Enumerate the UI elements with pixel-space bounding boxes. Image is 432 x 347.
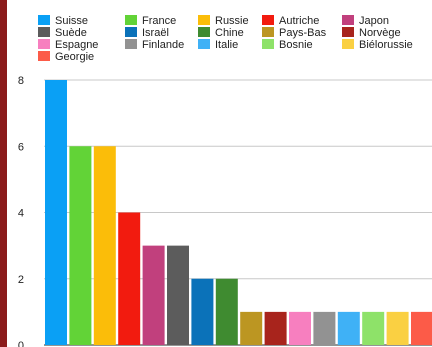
legend-label: Italie xyxy=(215,39,238,51)
legend-swatch xyxy=(38,51,50,61)
left-border-band xyxy=(0,0,7,347)
legend-swatch xyxy=(198,27,210,37)
legend-label: Israël xyxy=(142,27,169,39)
legend-swatch xyxy=(38,15,50,25)
legend-label: Finlande xyxy=(142,39,184,51)
legend-label: Georgie xyxy=(55,51,94,63)
bar-chine xyxy=(215,278,238,345)
y-tick-label: 6 xyxy=(18,141,24,153)
legend-swatch xyxy=(198,15,210,25)
legend-swatch xyxy=(262,27,274,37)
legend-label: Norvège xyxy=(359,27,401,39)
bar-norvège xyxy=(264,311,287,345)
bar-espagne xyxy=(289,311,311,345)
legend-label: Suisse xyxy=(55,15,88,27)
legend-swatch xyxy=(125,39,137,49)
bar-biélorussie xyxy=(386,311,409,345)
y-tick-label: 8 xyxy=(18,75,24,87)
bar-georgie xyxy=(411,311,432,345)
legend-label: Autriche xyxy=(279,15,319,27)
bar-finlande xyxy=(313,311,336,345)
legend-label: Espagne xyxy=(55,39,98,51)
legend-swatch xyxy=(38,27,50,37)
y-tick-label: 2 xyxy=(18,274,24,286)
y-axis-ticks: 0 2 4 6 8 xyxy=(18,75,24,347)
bar-autriche xyxy=(118,212,141,345)
legend-swatch xyxy=(342,39,354,49)
legend-label: France xyxy=(142,15,176,27)
legend-label: Bosnie xyxy=(279,39,313,51)
legend-swatch xyxy=(262,15,274,25)
bar-suisse xyxy=(45,80,67,345)
legend-label: Biélorussie xyxy=(359,39,413,51)
legend: Suisse France Russie Autriche Japon Suède Isra… xyxy=(38,15,413,63)
legend-label: Chine xyxy=(215,27,244,39)
bar-japon xyxy=(142,245,165,345)
bars xyxy=(45,80,432,345)
bar-bosnie xyxy=(362,311,385,345)
bar-israël xyxy=(191,278,214,345)
bar-france xyxy=(69,146,92,345)
legend-swatch xyxy=(262,39,274,49)
bar-russie xyxy=(93,146,116,345)
bar-pays-bas xyxy=(240,311,263,345)
legend-swatch xyxy=(198,39,210,49)
legend-label: Japon xyxy=(359,15,389,27)
legend-swatch xyxy=(125,27,137,37)
y-tick-label: 0 xyxy=(18,340,24,347)
legend-label: Russie xyxy=(215,15,249,27)
legend-swatch xyxy=(38,39,50,49)
legend-swatch xyxy=(125,15,137,25)
legend-label: Pays-Bas xyxy=(279,27,327,39)
bar-suède xyxy=(167,245,189,345)
bar-italie xyxy=(337,311,360,345)
legend-swatch xyxy=(342,15,354,25)
legend-swatch xyxy=(342,27,354,37)
y-tick-label: 4 xyxy=(18,208,24,220)
legend-label: Suède xyxy=(55,27,87,39)
